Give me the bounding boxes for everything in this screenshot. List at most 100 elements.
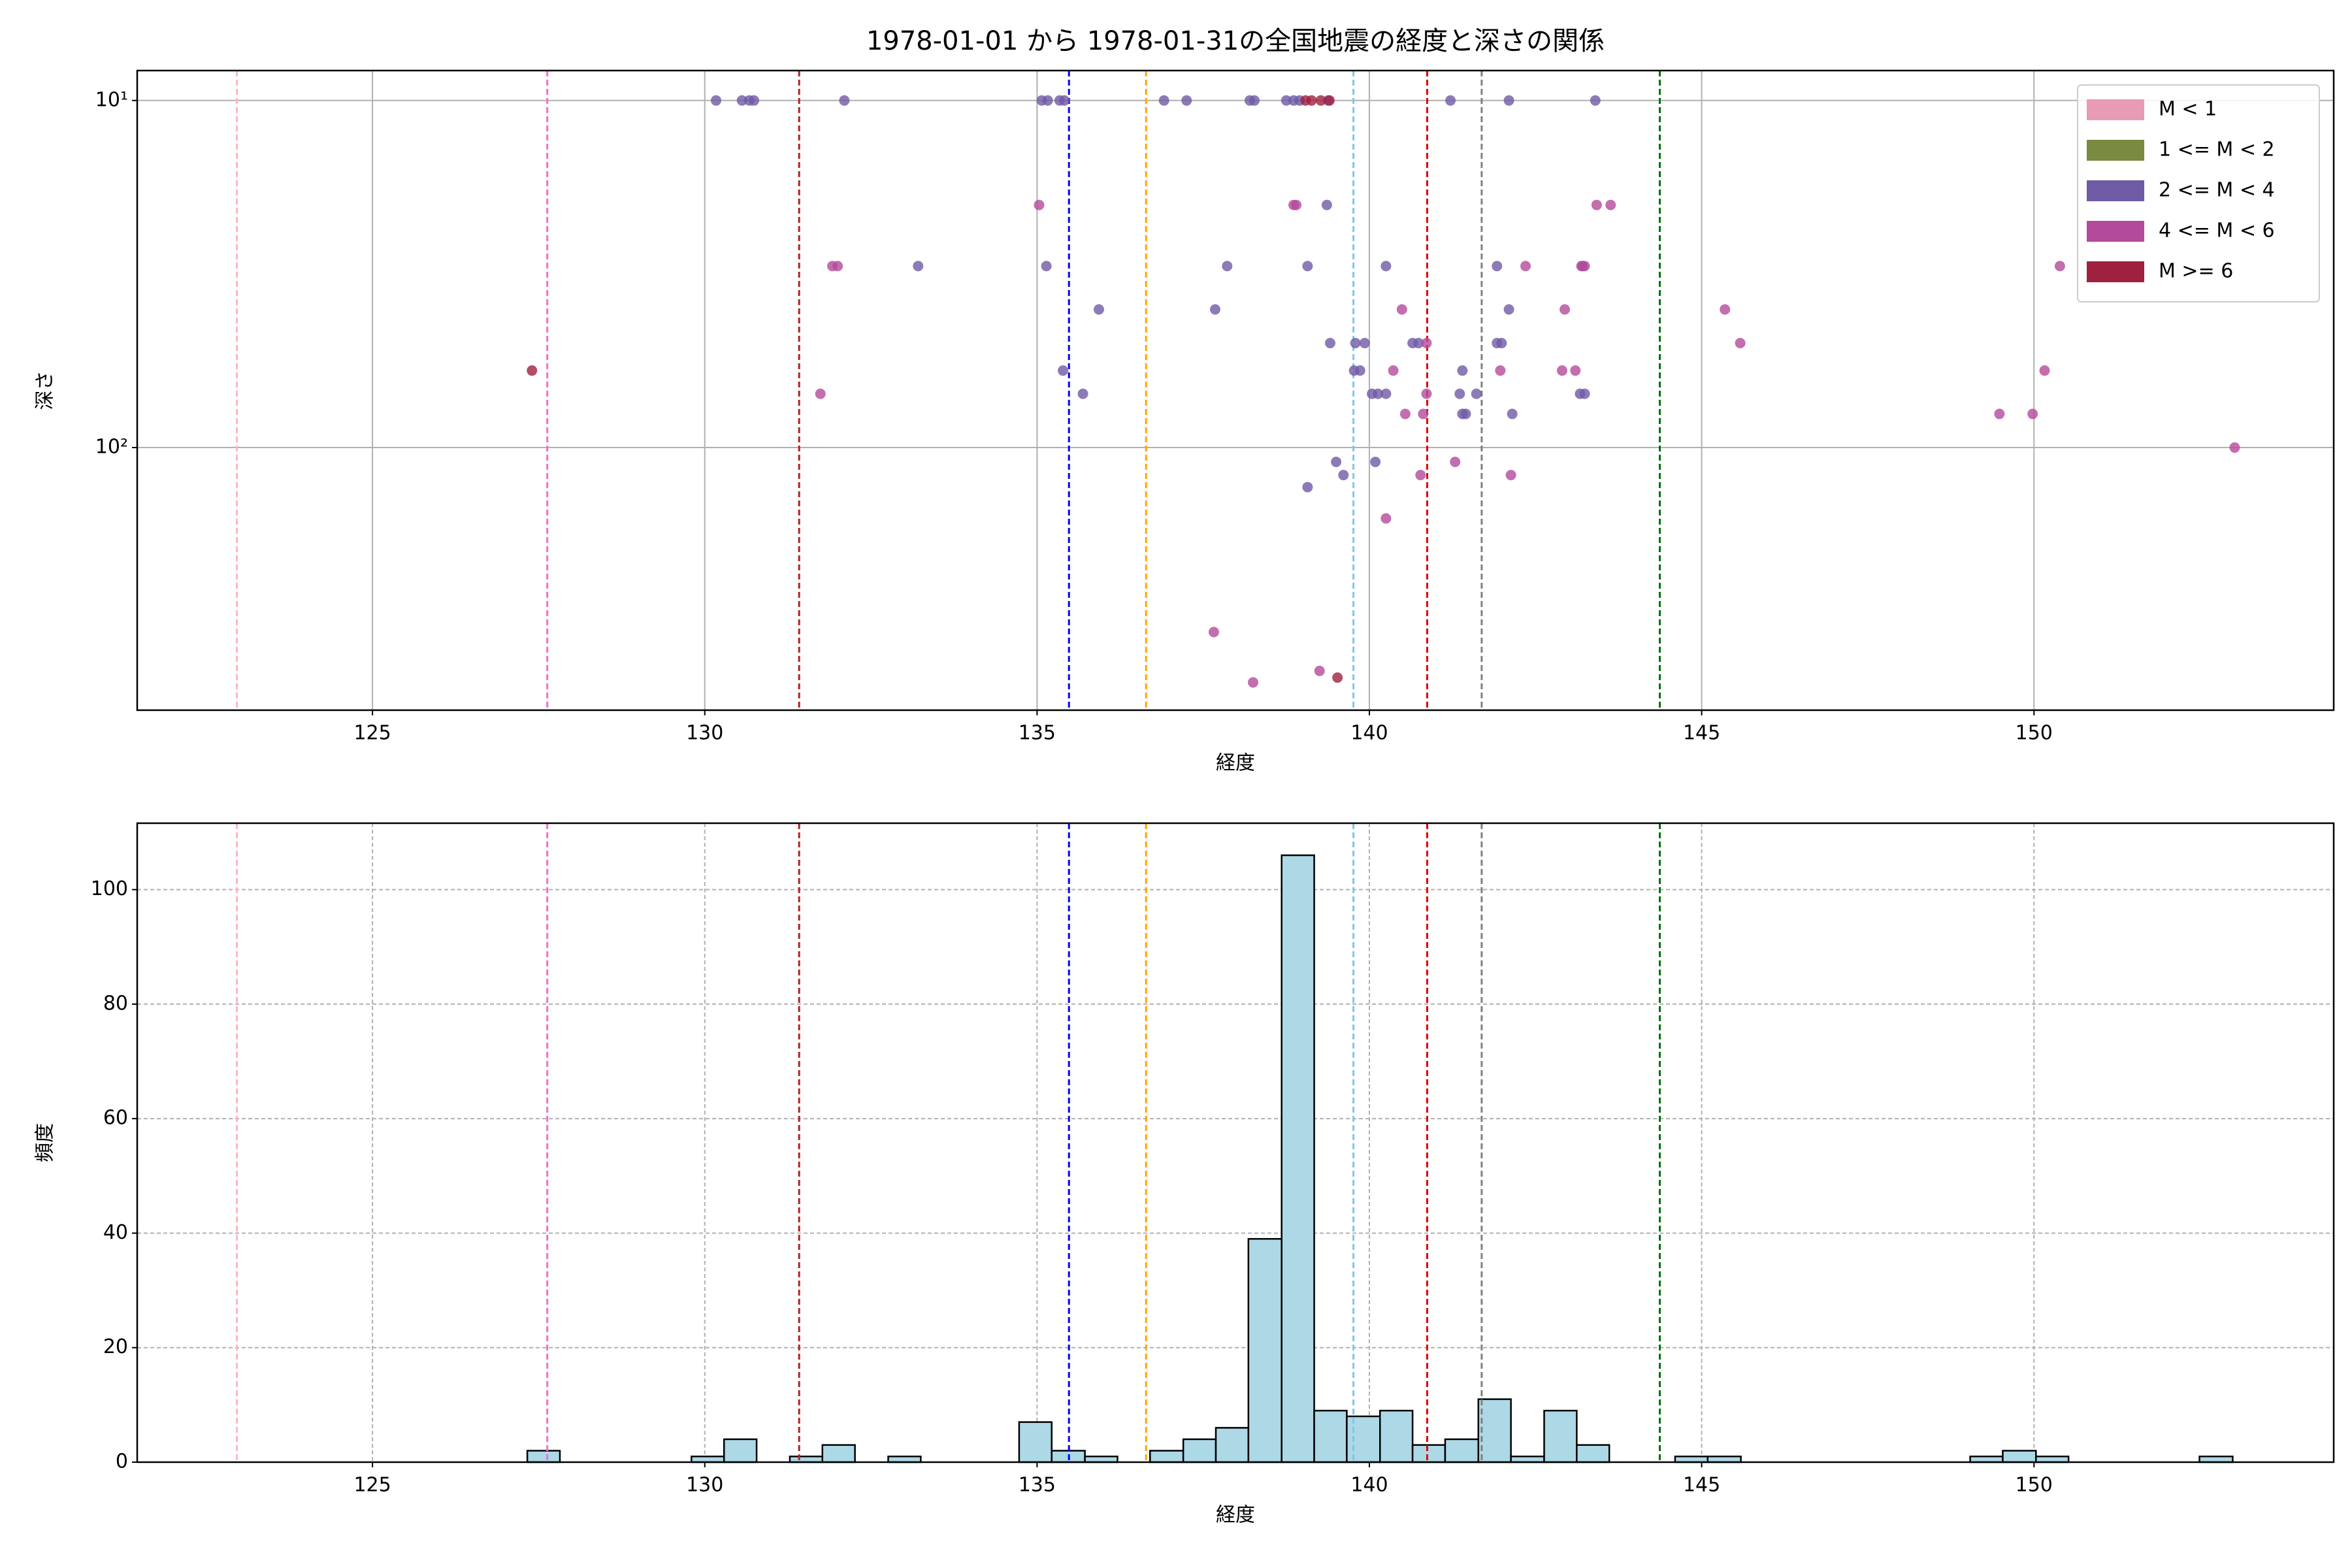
- scatter-point: [1034, 199, 1045, 210]
- scatter-point: [1359, 338, 1370, 349]
- scatter-point: [527, 365, 538, 376]
- scatter-point: [1350, 338, 1361, 349]
- scatter-point: [1460, 408, 1471, 419]
- scatter-point: [1492, 261, 1503, 272]
- scatter-point: [1503, 304, 1514, 315]
- scatter-point: [1418, 408, 1429, 419]
- y-tick-label: 0: [116, 1450, 128, 1473]
- x-tick-label: 150: [2016, 722, 2053, 745]
- histogram-bar: [723, 1438, 758, 1463]
- histogram-bar: [1084, 1455, 1119, 1463]
- scatter-point: [1093, 304, 1104, 315]
- scatter-point: [1590, 95, 1601, 106]
- y-tick-label: 40: [103, 1221, 128, 1244]
- scatter-point: [1496, 338, 1507, 349]
- scatter-point: [1570, 365, 1581, 376]
- legend-label: M < 1: [2159, 98, 2217, 121]
- histogram-bar: [526, 1450, 561, 1463]
- chart-title: 1978-01-01 から 1978-01-31の全国地震の経度と深さの関係: [866, 26, 1605, 56]
- scatter-point: [1495, 365, 1506, 376]
- scatter-point: [1324, 338, 1335, 349]
- scatter-point: [1560, 304, 1571, 315]
- histogram-bar: [1576, 1444, 1610, 1463]
- scatter-point: [1158, 95, 1169, 106]
- x-tick-label: 125: [353, 722, 391, 745]
- y-tick-label: 60: [103, 1107, 128, 1130]
- histogram-bar: [789, 1455, 824, 1463]
- scatter-point: [1042, 95, 1053, 106]
- histogram-bar: [1444, 1438, 1480, 1463]
- histogram-bar: [1379, 1409, 1414, 1463]
- scatter-point: [1059, 95, 1070, 106]
- scatter-point: [1457, 365, 1468, 376]
- scatter-point: [711, 95, 722, 106]
- legend-swatch: [2087, 140, 2144, 161]
- histogram-bar: [1477, 1398, 1512, 1463]
- y-tick-label: 10²: [95, 436, 128, 459]
- scatter-point: [839, 95, 850, 106]
- x-axis-label: 経度: [1216, 752, 1255, 775]
- scatter-point: [1520, 261, 1531, 272]
- scatter-point: [2039, 365, 2050, 376]
- legend-swatch: [2087, 180, 2144, 201]
- y-tick-label: 10¹: [95, 88, 128, 111]
- scatter-point: [1222, 261, 1233, 272]
- legend-label: 2 <= M < 4: [2159, 179, 2275, 202]
- histogram-bar: [2035, 1455, 2070, 1463]
- scatter-point: [1380, 513, 1392, 524]
- legend-swatch: [2087, 261, 2144, 282]
- scatter-point: [1380, 261, 1392, 272]
- scatter-point: [1077, 388, 1088, 399]
- legend-swatch: [2087, 221, 2144, 242]
- scatter-point: [749, 95, 760, 106]
- scatter-point: [1556, 365, 1567, 376]
- y-tick-label: 20: [103, 1335, 128, 1358]
- scatter-point: [1354, 365, 1365, 376]
- histogram-bar: [2002, 1450, 2037, 1463]
- legend-label: M >= 6: [2159, 260, 2233, 283]
- histogram-bar: [1543, 1409, 1578, 1463]
- histogram-bar: [691, 1455, 725, 1463]
- x-tick-label: 130: [686, 722, 723, 745]
- scatter-point: [1720, 304, 1731, 315]
- scatter-point: [1503, 95, 1514, 106]
- histogram-bar: [1346, 1415, 1381, 1463]
- x-tick-label: 140: [1350, 722, 1388, 745]
- scatter-point: [1302, 261, 1313, 272]
- scatter-point: [1302, 482, 1313, 493]
- scatter-point: [1181, 95, 1192, 106]
- scatter-point: [1994, 408, 2005, 419]
- scatter-point: [1421, 388, 1432, 399]
- scatter-point: [815, 388, 826, 399]
- scatter-point: [1388, 365, 1399, 376]
- x-tick-label: 135: [1019, 722, 1056, 745]
- scatter-point: [1321, 199, 1332, 210]
- scatter-point: [1058, 365, 1069, 376]
- y-axis-label: 頻度: [34, 1123, 57, 1162]
- scatter-point: [736, 95, 747, 106]
- scatter-point: [1247, 677, 1258, 688]
- histogram-bar: [1281, 854, 1315, 1463]
- scatter-point: [2027, 408, 2038, 419]
- scatter-point: [1445, 95, 1456, 106]
- scatter-point: [1338, 470, 1349, 481]
- histogram-bar: [1182, 1438, 1217, 1463]
- histogram-bar: [1018, 1421, 1053, 1463]
- scatter-point: [1415, 470, 1426, 481]
- chart-panel: 125 130 135 140 145 150 0 20 40 60 80 100 経度 頻度: [34, 822, 2335, 1527]
- x-tick-label: 135: [1019, 1474, 1056, 1497]
- scatter-point: [2229, 442, 2240, 453]
- scatter-point: [1373, 388, 1384, 399]
- legend-swatch: [2087, 99, 2144, 120]
- scatter-point: [2054, 261, 2065, 272]
- x-tick-label: 145: [1683, 1474, 1720, 1497]
- histogram-bar: [1149, 1450, 1184, 1463]
- y-tick-label: 100: [91, 877, 128, 900]
- scatter-point: [1208, 627, 1219, 638]
- histogram-bar: [887, 1455, 922, 1463]
- scatter-point: [1380, 388, 1392, 399]
- scatter-point: [1579, 261, 1590, 272]
- scatter-point: [1735, 338, 1746, 349]
- scatter-point: [1399, 408, 1411, 419]
